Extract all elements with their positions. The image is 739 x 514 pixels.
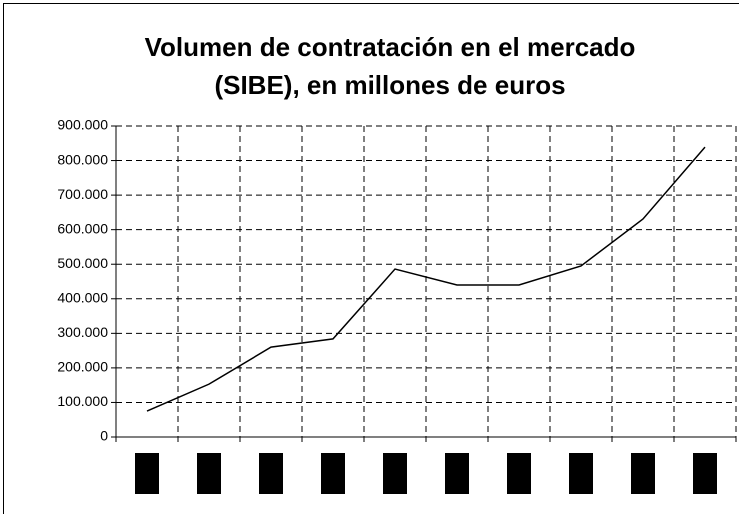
chart-title: Volumen de contratación en el mercado (S… — [144, 32, 636, 100]
redacted-label — [259, 453, 283, 494]
redacted-label — [693, 453, 717, 494]
y-tick-label: 200.000 — [57, 359, 108, 375]
redacted-label — [507, 453, 531, 494]
y-tick-label: 500.000 — [57, 255, 108, 271]
redacted-label — [569, 453, 593, 494]
redacted-label — [321, 453, 345, 494]
y-tick-label: 0 — [100, 428, 108, 444]
redacted-label — [383, 453, 407, 494]
redacted-label — [197, 453, 221, 494]
y-tick-label: 600.000 — [57, 220, 108, 236]
redacted-label — [135, 453, 159, 494]
y-tick-label: 400.000 — [57, 289, 108, 305]
y-tick-label: 100.000 — [57, 393, 108, 409]
chart-frame — [3, 3, 739, 514]
y-tick-label: 300.000 — [57, 324, 108, 340]
y-tick-label: 700.000 — [57, 186, 108, 202]
redacted-label — [631, 453, 655, 494]
line-series — [146, 146, 706, 412]
redacted-label — [445, 453, 469, 494]
y-tick-label: 900.000 — [57, 117, 108, 133]
y-tick-label: 800.000 — [57, 151, 108, 167]
